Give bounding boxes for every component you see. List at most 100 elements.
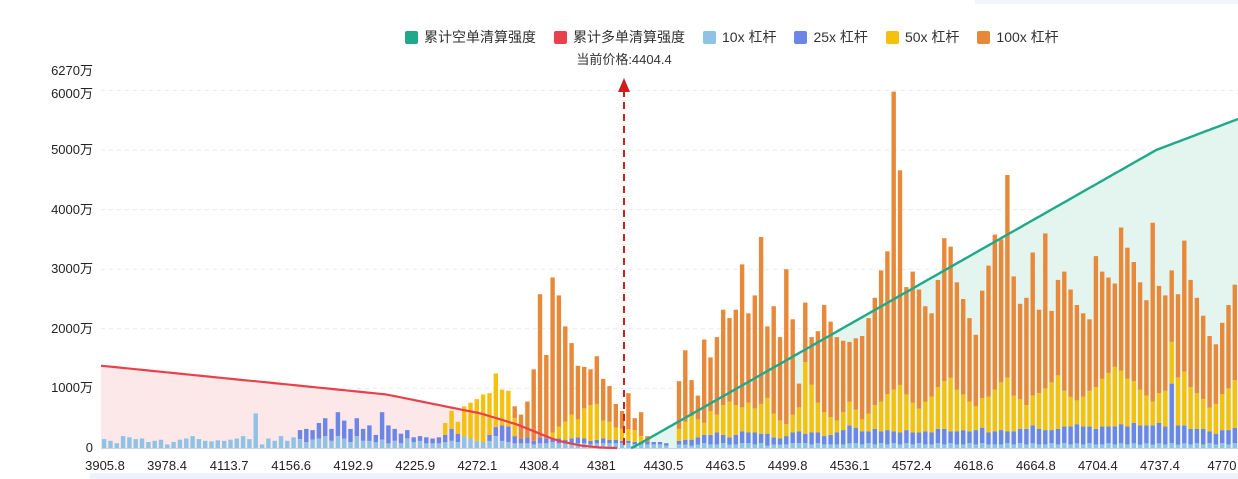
bar-lev50-82: [619, 428, 625, 441]
bar-lev100-124: [885, 251, 890, 395]
x-tick-label: 4618.6: [953, 458, 994, 473]
bar-lev50-118: [847, 401, 852, 426]
bar-lev25-102: [746, 432, 751, 444]
bar-lev25-159: [1106, 426, 1111, 444]
legend-item-lev100[interactable]: 100x 杠杆: [977, 27, 1059, 47]
bar-lev25-93: [689, 439, 694, 446]
bar-lev10-19: [222, 440, 227, 448]
bar-lev100-120: [859, 336, 865, 420]
bar-lev25-88: [657, 442, 663, 445]
bar-lev10-3: [120, 436, 126, 448]
bar-lev25-143: [1005, 431, 1010, 444]
bar-lev100-84: [632, 418, 637, 431]
bar-lev50-110: [796, 407, 802, 432]
bar-lev100-131: [929, 313, 934, 397]
bar-lev100-159: [1106, 277, 1111, 373]
bar-lev10-59: [474, 440, 479, 448]
bar-lev10-21: [234, 438, 239, 448]
bar-lev50-170: [1175, 377, 1181, 426]
bar-lev50-168: [1163, 390, 1168, 427]
bar-lev10-140: [986, 444, 991, 448]
bar-lev10-135: [954, 444, 960, 448]
bar-lev50-141: [992, 389, 997, 432]
bar-lev50-161: [1118, 370, 1124, 425]
bar-lev25-158: [1100, 426, 1105, 445]
x-tick-label: 4536.1: [829, 458, 870, 473]
bar-lev50-56: [455, 421, 461, 434]
bar-lev100-178: [1226, 305, 1231, 389]
bar-lev100-76: [582, 366, 587, 409]
bar-lev50-167: [1156, 393, 1162, 423]
bar-lev25-91: [676, 440, 682, 445]
bar-lev10-145: [1017, 443, 1023, 448]
bar-lev10-161: [1118, 443, 1124, 448]
x-tick-label: 3978.4: [147, 458, 187, 473]
bar-lev25-161: [1118, 424, 1124, 444]
bar-lev25-129: [916, 432, 922, 444]
bar-lev10-102: [746, 443, 751, 448]
legend-label-lev10: 10x 杠杆: [722, 29, 777, 45]
bar-lev25-151: [1055, 428, 1061, 445]
bar-lev50-78: [594, 403, 599, 440]
bar-lev25-121: [866, 431, 871, 444]
bar-lev25-83: [626, 440, 631, 444]
bar-lev10-157: [1093, 444, 1099, 448]
bar-lev100-119: [853, 338, 858, 410]
bar-lev10-103: [752, 444, 757, 448]
x-tick-label: 4192.9: [333, 458, 374, 473]
bar-lev100-176: [1213, 344, 1219, 404]
bar-lev10-54: [443, 442, 448, 448]
legend-item-lev25[interactable]: 25x 杠杆: [794, 27, 868, 47]
bar-lev10-52: [430, 443, 435, 448]
y-tick-label: 1000万: [51, 380, 93, 396]
cumulative-areas: [101, 119, 1238, 448]
bar-lev50-158: [1100, 378, 1105, 427]
bar-lev25-97: [714, 432, 720, 445]
x-axis-scrollbar[interactable]: [90, 473, 1238, 479]
legend-item-cum-long[interactable]: 累计多单清算强度: [554, 27, 685, 47]
bar-lev100-140: [986, 265, 991, 397]
bar-lev25-64: [506, 426, 511, 442]
bar-lev50-61: [487, 393, 492, 435]
bar-lev10-141: [992, 444, 997, 448]
x-tick-label: 4737.4: [1140, 458, 1180, 473]
legend-item-lev10[interactable]: 10x 杠杆: [703, 27, 776, 47]
bar-lev50-177: [1220, 394, 1225, 431]
bar-lev100-93: [689, 380, 694, 416]
bar-lev10-30: [291, 437, 296, 448]
bar-lev25-40: [354, 418, 359, 437]
bar-lev10-9: [158, 439, 164, 448]
bar-lev100-157: [1093, 256, 1099, 388]
bar-lev100-173: [1194, 297, 1200, 394]
bar-lev10-16: [203, 440, 208, 448]
bar-lev50-65: [512, 418, 517, 437]
bar-lev50-96: [708, 411, 713, 435]
bar-lev25-122: [872, 428, 877, 445]
bar-lev10-126: [897, 444, 903, 448]
legend-item-lev50[interactable]: 50x 杠杆: [885, 27, 959, 47]
bar-lev25-107: [777, 438, 783, 445]
bar-lev50-142: [998, 382, 1004, 431]
bar-lev50-171: [1182, 371, 1187, 426]
bar-lev10-56: [455, 442, 461, 448]
bar-lev10-43: [373, 442, 378, 448]
bar-lev50-99: [727, 401, 732, 438]
bar-lev10-41: [360, 440, 366, 448]
bar-lev100-96: [708, 357, 713, 411]
bar-lev100-75: [575, 365, 581, 420]
bar-lev25-135: [954, 431, 960, 445]
bar-lev100-153: [1068, 289, 1073, 397]
bar-lev10-67: [525, 443, 530, 448]
bar-lev25-32: [304, 428, 309, 442]
bar-lev10-132: [935, 443, 941, 448]
bar-lev10-86: [645, 444, 650, 448]
x-tick-label: 4225.9: [395, 458, 436, 473]
bar-lev25-110: [796, 431, 802, 444]
bar-lev10-25: [259, 444, 265, 448]
legend-item-cum-short[interactable]: 累计空单清算强度: [405, 27, 536, 47]
bar-lev25-55: [449, 428, 454, 441]
y-tick-label: 4000万: [51, 201, 93, 217]
bar-lev10-2: [114, 443, 119, 448]
bar-lev25-146: [1024, 428, 1029, 445]
